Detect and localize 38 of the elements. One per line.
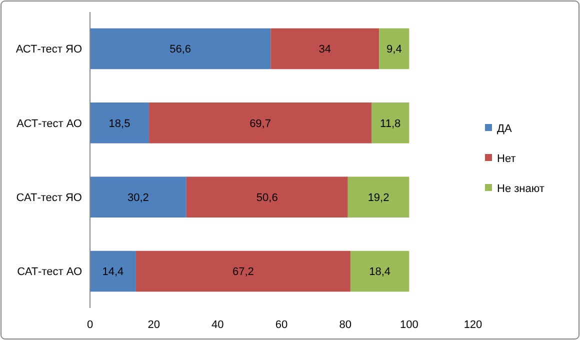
y-tick-label: САТ-тест ЯО <box>16 192 82 204</box>
bar <box>90 102 150 144</box>
data-label: 18,5 <box>108 118 130 130</box>
bar <box>372 102 410 144</box>
data-label: 69,7 <box>250 118 271 130</box>
legend-label: Не знают <box>497 182 544 195</box>
bar <box>90 28 271 70</box>
data-label: 34 <box>318 44 332 56</box>
x-tick-label: 120 <box>464 319 482 331</box>
x-tick-label: 60 <box>275 319 288 331</box>
y-tick-label: АСТ-тест ЯО <box>16 44 82 56</box>
y-tick-label: АСТ-тест АО <box>16 118 82 130</box>
bar <box>270 28 380 70</box>
data-label: 30,2 <box>127 192 149 204</box>
data-label: 18,4 <box>369 266 391 278</box>
legend-label: ДА <box>497 122 512 135</box>
x-tick-label: 40 <box>212 319 224 331</box>
bar <box>379 28 410 70</box>
x-tick-label: 80 <box>339 319 352 331</box>
bar <box>350 250 410 292</box>
bar <box>149 102 372 144</box>
bar <box>136 250 350 292</box>
x-tick-label: 20 <box>148 319 160 331</box>
y-tick-label: САТ-тест АО <box>17 266 82 278</box>
bar <box>90 176 186 218</box>
data-label: 14,4 <box>102 266 124 278</box>
data-label: 67,2 <box>232 266 254 278</box>
legend-label: Нет <box>497 152 516 165</box>
bar <box>348 176 410 218</box>
data-label: 9,4 <box>386 44 402 56</box>
bar <box>186 176 348 218</box>
data-label: 19,2 <box>368 192 390 204</box>
data-label: 50,6 <box>256 192 278 204</box>
data-label: 56,6 <box>170 44 192 56</box>
data-label: 11,8 <box>380 118 401 130</box>
x-tick-label: 100 <box>400 319 418 331</box>
x-tick-label: 0 <box>86 319 94 331</box>
bar <box>90 250 136 292</box>
